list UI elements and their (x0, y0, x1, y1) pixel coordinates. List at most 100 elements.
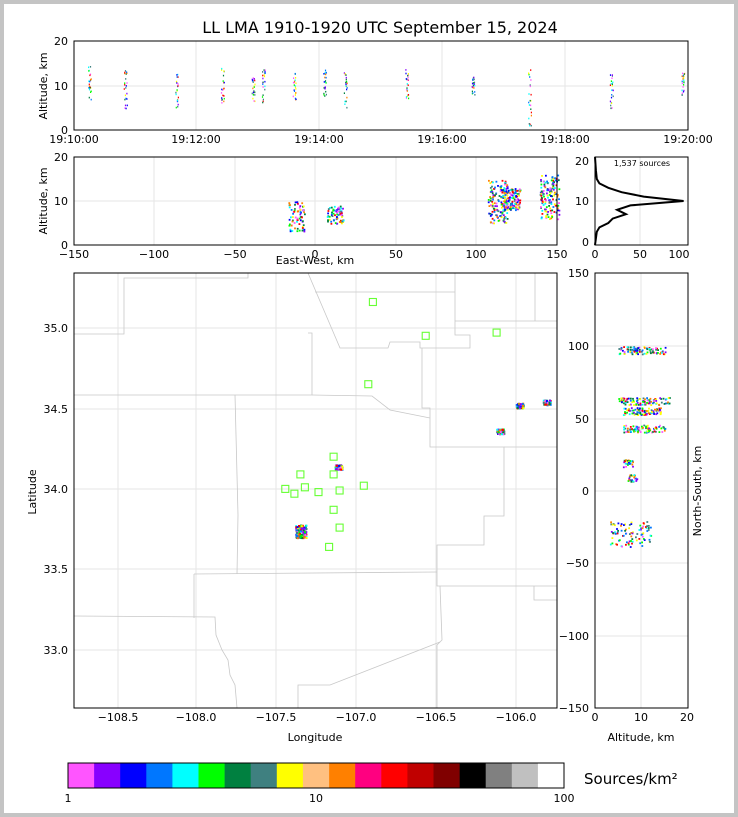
ytick: 0 (582, 485, 589, 498)
source-point (406, 87, 408, 89)
source-point (298, 532, 301, 535)
source-point (489, 197, 492, 200)
source-point (541, 209, 544, 212)
source-point (505, 189, 507, 192)
ytick: 20 (54, 35, 68, 48)
source-point (126, 92, 128, 95)
source-point (471, 86, 473, 88)
source-point (634, 477, 637, 480)
source-point (500, 185, 503, 187)
source-point (541, 200, 544, 203)
source-point (290, 224, 293, 227)
source-point (520, 407, 523, 410)
source-point (492, 181, 494, 184)
source-point (494, 186, 496, 189)
source-point (625, 528, 627, 531)
source-point (300, 525, 303, 528)
source-point (262, 100, 264, 103)
source-point (177, 105, 179, 108)
source-point (324, 80, 327, 82)
source-point (545, 206, 548, 208)
source-point (635, 478, 638, 481)
source-point (646, 430, 649, 433)
source-point (337, 214, 340, 216)
source-point (628, 540, 631, 543)
source-point (544, 202, 547, 205)
source-point (501, 433, 503, 436)
station-marker (421, 331, 430, 340)
source-point (303, 211, 305, 214)
source-point (639, 412, 642, 414)
source-point (341, 222, 343, 225)
source-point (549, 192, 552, 194)
source-point (548, 194, 551, 196)
source-point (554, 191, 556, 194)
source-point (638, 346, 641, 349)
source-point (620, 347, 623, 350)
source-point (177, 103, 179, 106)
source-point (345, 83, 347, 86)
source-point (325, 93, 327, 96)
source-point (645, 413, 648, 415)
source-point (651, 348, 654, 351)
source-point (493, 219, 496, 222)
source-point (329, 207, 331, 209)
source-point (124, 82, 126, 84)
source-point (659, 413, 662, 416)
source-point (344, 73, 346, 76)
source-point (655, 408, 657, 411)
ytick: −100 (559, 630, 589, 643)
source-point (294, 79, 296, 82)
source-point (631, 475, 634, 477)
source-point (252, 77, 254, 79)
source-point (548, 403, 551, 406)
source-point (611, 542, 614, 545)
source-point (500, 203, 503, 206)
source-point (629, 397, 632, 400)
source-point (89, 66, 92, 68)
source-point (530, 79, 532, 81)
source-point (298, 229, 301, 232)
source-point (637, 353, 639, 356)
source-point (633, 474, 636, 476)
source-point (223, 81, 225, 84)
source-point (336, 222, 339, 225)
source-point (294, 227, 296, 230)
source-point (504, 180, 507, 183)
source-point (650, 412, 653, 414)
source-point (631, 349, 634, 351)
source-point (635, 539, 638, 542)
source-point (335, 468, 338, 471)
source-point (644, 402, 646, 405)
source-point (682, 72, 684, 75)
ytick: 10 (575, 195, 589, 208)
source-point (659, 347, 662, 350)
source-point (407, 76, 409, 79)
source-point (300, 531, 303, 534)
source-point (124, 98, 126, 101)
source-point (345, 78, 347, 81)
source-point (491, 185, 493, 188)
source-point (505, 203, 508, 206)
source-point (223, 95, 225, 97)
source-point (611, 537, 614, 539)
source-point (491, 210, 494, 213)
source-point (298, 526, 300, 529)
source-point (627, 543, 630, 546)
source-point (654, 427, 656, 430)
source-point (648, 538, 651, 541)
source-point (647, 402, 650, 405)
source-point (504, 183, 506, 186)
source-point (503, 200, 505, 203)
source-point (222, 94, 224, 97)
source-point (296, 217, 299, 220)
source-point (340, 221, 342, 224)
source-point (627, 409, 630, 412)
source-point (518, 207, 521, 210)
source-point (628, 524, 631, 526)
xtick: −50 (223, 248, 246, 261)
source-point (408, 97, 410, 100)
source-point (667, 397, 670, 399)
source-point (293, 210, 296, 213)
source-point (664, 427, 667, 430)
